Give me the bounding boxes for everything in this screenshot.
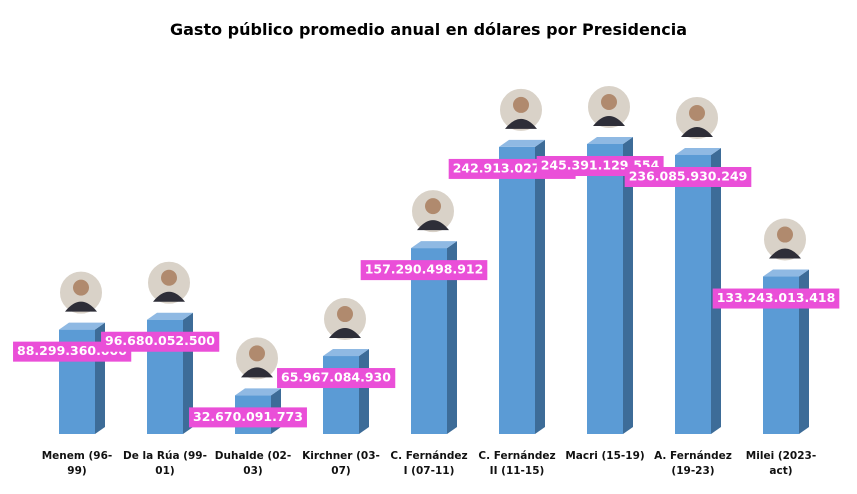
value-label: 133.243.013.418 — [717, 290, 836, 305]
value-label: 32.670.091.773 — [193, 409, 303, 424]
portrait-head — [73, 279, 89, 296]
x-tick-label: Duhalde (02-03) — [214, 450, 292, 477]
bar-side — [623, 137, 633, 434]
bar-side — [359, 349, 369, 434]
x-tick-label: Macri (15-19) — [565, 450, 645, 462]
bar — [499, 146, 535, 434]
value-label: 96.680.052.500 — [105, 333, 215, 348]
portrait-head — [689, 104, 705, 121]
value-label: 65.967.084.930 — [281, 370, 391, 385]
portrait — [762, 216, 808, 263]
bar-top — [763, 269, 809, 277]
bar-top — [147, 312, 193, 320]
bar — [675, 154, 711, 434]
bar-side — [535, 139, 545, 434]
portrait — [674, 94, 720, 141]
portrait — [146, 259, 192, 306]
x-tick-label: Milei (2023-act) — [745, 450, 817, 477]
portrait-head — [337, 306, 353, 323]
bar-top — [235, 388, 281, 396]
bar — [587, 144, 623, 434]
portrait — [234, 335, 280, 382]
portrait — [586, 84, 632, 130]
bar-top — [499, 139, 545, 147]
portrait-head — [161, 269, 177, 286]
portrait-head — [513, 96, 529, 113]
portrait — [498, 86, 544, 133]
bar — [323, 356, 359, 434]
portrait-body — [241, 367, 273, 378]
portrait-body — [593, 116, 625, 126]
chart-title: Gasto público promedio anual en dólares … — [170, 20, 687, 39]
portrait-body — [65, 301, 97, 312]
portrait-head — [601, 94, 617, 110]
portrait-body — [417, 220, 449, 231]
value-label-box — [712, 288, 840, 309]
bar-top — [675, 147, 721, 155]
value-label-box — [624, 166, 752, 187]
portrait-head — [425, 198, 441, 215]
portrait-head — [249, 345, 265, 362]
bar-top — [587, 137, 633, 144]
value-label-box — [101, 331, 220, 352]
portrait — [58, 269, 104, 316]
portrait — [410, 188, 456, 235]
portrait-head — [777, 226, 793, 243]
value-label-box — [277, 368, 396, 389]
x-tick-label: De la Rúa (99-01) — [123, 450, 207, 477]
bar-side — [799, 269, 809, 434]
portrait-body — [505, 118, 537, 129]
x-tick-label: Kirchner (03-07) — [302, 450, 380, 477]
bar-top — [411, 241, 457, 249]
value-label-box — [360, 260, 488, 281]
value-label-box — [189, 407, 307, 428]
bar-top — [59, 322, 105, 330]
x-tick-label: C. Fernández II (11-15) — [478, 450, 556, 477]
value-label: 157.290.498.912 — [365, 262, 484, 277]
x-tick-label: C. Fernández I (07-11) — [390, 450, 468, 477]
x-tick-label: Menem (96-99) — [41, 450, 113, 477]
portrait-body — [769, 248, 801, 259]
x-tick-label: A. Fernández (19-23) — [654, 450, 732, 477]
value-label: 236.085.930.249 — [629, 168, 748, 183]
portrait-body — [329, 328, 361, 339]
portrait-body — [681, 126, 713, 137]
portrait-body — [153, 291, 185, 302]
portrait — [322, 296, 368, 343]
bar-top — [323, 349, 369, 357]
bar-side — [447, 241, 457, 434]
value-label: 88.299.360.000 — [17, 343, 127, 358]
